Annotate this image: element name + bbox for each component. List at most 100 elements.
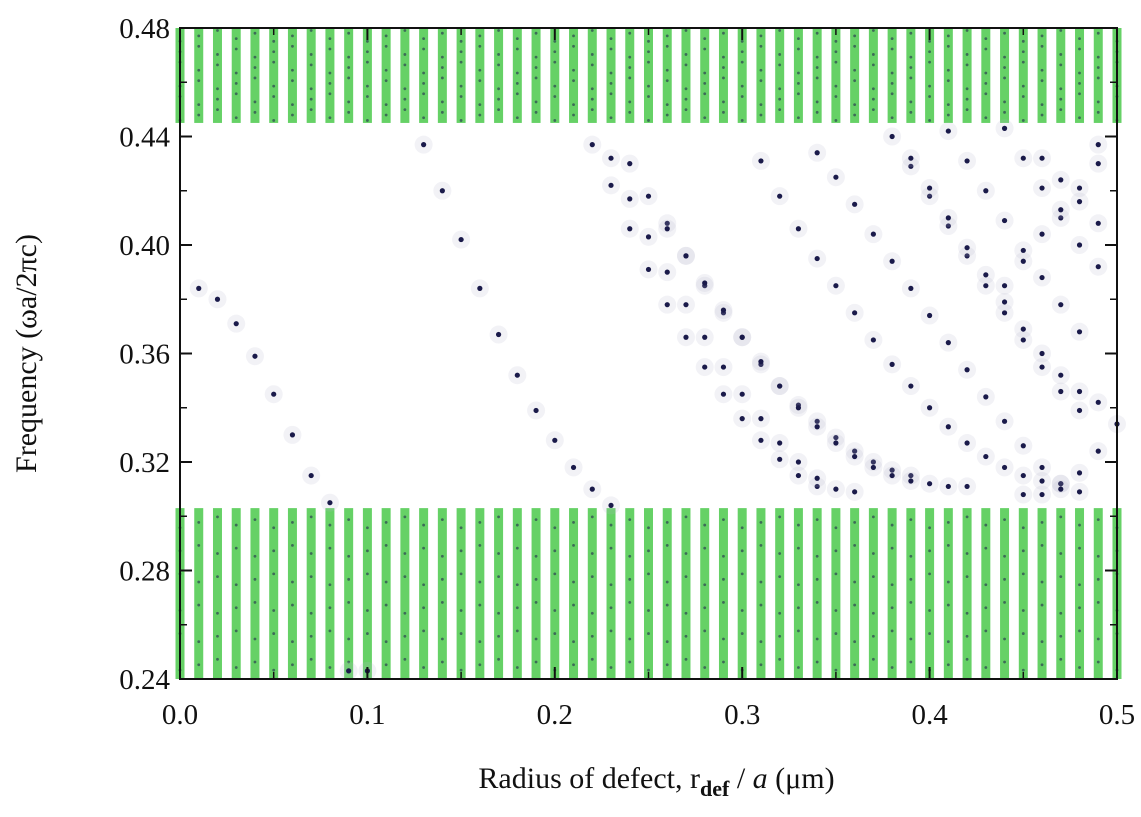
band-mode-point (253, 554, 257, 558)
band-mode-point (253, 637, 257, 641)
band-mode-point (853, 113, 857, 117)
band-strip (793, 28, 803, 123)
defect-mode-point (214, 296, 221, 302)
band-mode-point (309, 515, 313, 519)
band-mode-point (590, 87, 594, 91)
band-mode-point (197, 640, 201, 644)
band-mode-point (665, 68, 669, 72)
band-mode-point (759, 113, 763, 117)
band-mode-point (366, 50, 369, 54)
band-mode-point (703, 116, 707, 120)
band-mode-point (478, 663, 482, 667)
band-mode-point (797, 92, 800, 96)
band-mode-point (291, 544, 294, 547)
defect-mode-point (889, 472, 895, 479)
band-mode-point (309, 87, 313, 91)
band-mode-point (797, 37, 800, 41)
band-mode-point (572, 113, 575, 117)
defect-mode-point (702, 280, 708, 286)
defect-mode-point (870, 464, 876, 471)
band-mode-point (440, 554, 444, 558)
band-mode-point (1040, 580, 1044, 584)
band-mode-point (403, 108, 407, 112)
band-mode-point (946, 34, 950, 38)
band-mode-point (759, 34, 763, 38)
defect-mode-point (889, 258, 895, 264)
defect-mode-point (683, 302, 689, 308)
band-mode-point (328, 116, 332, 120)
defect-mode-point (777, 383, 783, 389)
band-mode-point (834, 60, 838, 64)
band-mode-point (1096, 31, 1100, 35)
band-mode-point (347, 600, 351, 604)
band-mode-point (515, 71, 519, 75)
defect-mode-point (1020, 491, 1026, 498)
band-mode-point (609, 71, 613, 75)
defect-mode-point (1058, 372, 1064, 378)
band-mode-point (647, 119, 650, 122)
band-mode-point (722, 66, 725, 69)
band-mode-point (497, 515, 500, 519)
band-mode-point (1003, 31, 1006, 35)
band-mode-point (272, 50, 276, 54)
band-mode-point (647, 95, 650, 98)
band-mode-point (253, 600, 257, 604)
band-mode-point (403, 53, 407, 56)
band-mode-point (216, 515, 219, 519)
band-mode-point (834, 632, 838, 635)
defect-mode-point (758, 416, 764, 422)
band-mode-point (628, 554, 632, 558)
band-strip (231, 28, 241, 123)
defect-mode-point (664, 302, 670, 308)
band-mode-point (1040, 68, 1044, 72)
band-mode-point (1003, 100, 1006, 104)
band-mode-point (422, 81, 426, 85)
band-strip (962, 508, 972, 679)
band-mode-point (384, 603, 388, 607)
band-mode-point (572, 663, 575, 667)
band-mode-point (515, 666, 519, 669)
band-mode-point (403, 97, 407, 101)
band-mode-point (553, 84, 557, 88)
band-mode-point (478, 640, 482, 644)
band-mode-point (928, 84, 931, 88)
band-mode-point (1078, 606, 1081, 610)
defect-mode-point (983, 188, 989, 194)
band-mode-point (834, 39, 838, 43)
band-mode-point (403, 575, 407, 579)
band-mode-point (647, 84, 650, 88)
band-mode-point (440, 55, 444, 59)
defect-mode-point (683, 253, 689, 259)
x-tick-label: 0.2 (537, 699, 573, 731)
band-mode-point (384, 520, 388, 524)
band-mode-point (497, 97, 500, 101)
defect-mode-point (720, 307, 727, 313)
band-mode-point (497, 108, 500, 112)
band-mode-point (909, 600, 913, 604)
band-mode-point (253, 110, 257, 114)
defect-mode-point (870, 337, 876, 343)
band-mode-point (590, 657, 594, 661)
band-mode-point (797, 71, 800, 75)
band-mode-point (534, 554, 538, 558)
band-mode-point (347, 577, 351, 581)
band-mode-point (984, 116, 988, 120)
band-mode-point (965, 63, 969, 67)
band-mode-point (309, 657, 313, 661)
band-strip (325, 508, 335, 679)
defect-mode-point (1001, 217, 1008, 224)
band-mode-point (590, 29, 594, 32)
band-mode-point (272, 549, 276, 553)
band-mode-point (759, 603, 763, 607)
band-mode-point (778, 108, 782, 112)
band-mode-point (1078, 47, 1081, 51)
band-mode-point (984, 37, 988, 41)
band-mode-point (1003, 66, 1006, 69)
band-mode-point (1003, 76, 1006, 80)
band-mode-point (590, 575, 594, 579)
band-mode-point (440, 76, 444, 80)
band-mode-point (347, 55, 351, 59)
band-mode-point (890, 71, 894, 75)
band-mode-point (853, 544, 857, 547)
